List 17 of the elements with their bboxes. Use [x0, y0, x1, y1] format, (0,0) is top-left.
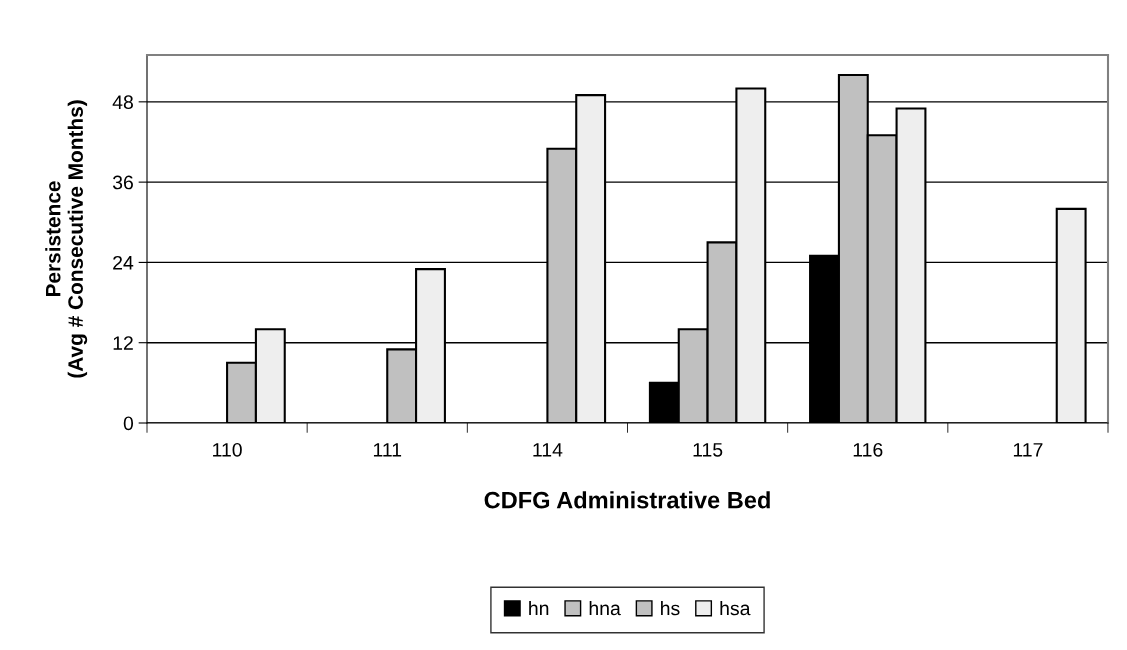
- legend-label: hna: [589, 601, 621, 616]
- x-tick-label: 117: [1013, 443, 1043, 457]
- legend-label: hsa: [720, 601, 751, 616]
- x-tick-label: 111: [373, 443, 402, 457]
- y-tick-label: 36: [112, 175, 133, 190]
- y-tick-label: 48: [112, 95, 133, 110]
- y-axis-title: Persistence (Avg # Consecutive Months): [45, 100, 88, 378]
- x-tick-label: 114: [533, 443, 563, 457]
- legend-label: hs: [661, 601, 680, 616]
- legend-label: hn: [529, 601, 549, 616]
- y-tick-label: 12: [113, 336, 133, 350]
- x-tick-label: 110: [213, 442, 242, 457]
- x-axis-title: CDFG Administrative Bed: [484, 491, 770, 509]
- x-tick-label: 115: [693, 443, 723, 457]
- x-tick-label: 116: [853, 442, 883, 457]
- y-tick-label: 24: [113, 255, 134, 270]
- y-tick-label: 0: [123, 416, 134, 431]
